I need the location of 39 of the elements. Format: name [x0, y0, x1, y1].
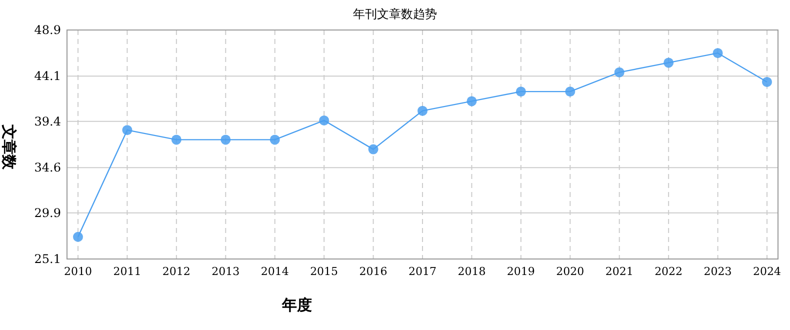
- x-tick-label: 2020: [556, 265, 584, 278]
- point: [664, 58, 674, 68]
- y-tick-label: 39.4: [34, 114, 62, 128]
- point: [762, 76, 772, 87]
- x-tick-label: 2017: [408, 265, 436, 278]
- point: [418, 106, 428, 116]
- x-tick-label: 2024: [753, 265, 781, 278]
- x-tick-label: 2022: [654, 265, 683, 278]
- x-tick-label: 2011: [113, 265, 142, 278]
- y-tick-label: 25.1: [34, 252, 61, 266]
- x-tick-label: 2018: [458, 265, 486, 278]
- chart-title: 年刊文章数趋势: [353, 7, 437, 21]
- x-tick-label: 2012: [162, 265, 190, 278]
- x-tick-label: 2013: [212, 265, 240, 278]
- point: [122, 125, 132, 136]
- y-axis-title: 文章数: [0, 124, 18, 170]
- point: [712, 48, 723, 58]
- x-tick-label: 2015: [310, 265, 338, 278]
- y-tick-label: 48.9: [34, 23, 61, 37]
- point: [270, 134, 280, 145]
- x-tick-label: 2016: [359, 265, 388, 278]
- x-tick-label: 2019: [506, 265, 535, 278]
- x-tick-label: 2010: [64, 265, 92, 278]
- y-tick-label: 29.9: [34, 206, 61, 220]
- point: [516, 86, 526, 97]
- point: [565, 86, 576, 97]
- point: [73, 232, 83, 242]
- point: [220, 134, 231, 145]
- x-tick-label: 2014: [260, 265, 289, 278]
- point: [614, 67, 624, 78]
- point: [466, 96, 477, 106]
- y-tick-label: 44.1: [34, 69, 61, 84]
- point: [368, 144, 378, 154]
- x-axis-title: 年度: [281, 296, 312, 314]
- point: [319, 115, 330, 126]
- x-tick-label: 2023: [704, 265, 732, 278]
- x-tick-label: 2021: [605, 265, 634, 278]
- point: [171, 134, 182, 145]
- y-tick-label: 34.6: [34, 160, 61, 175]
